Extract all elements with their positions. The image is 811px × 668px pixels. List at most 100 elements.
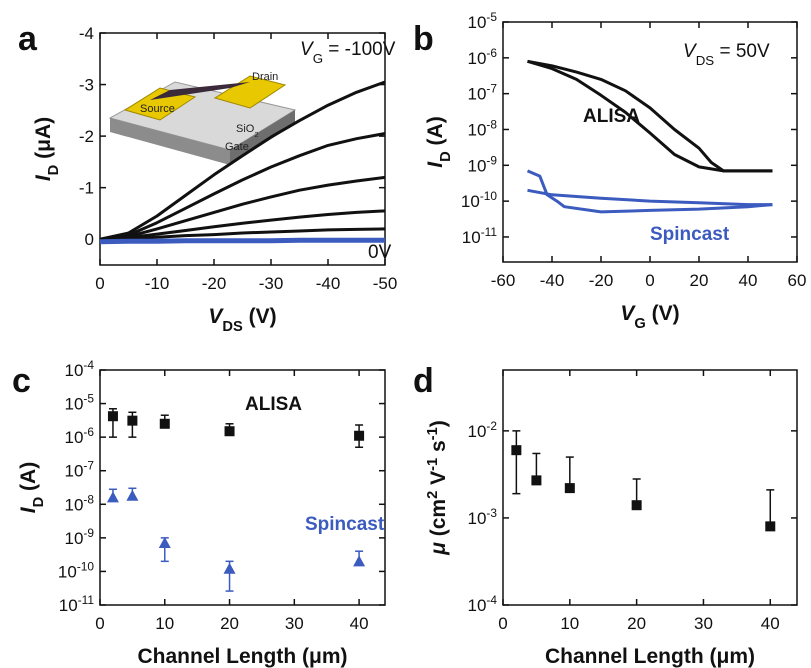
x-axis-label: Channel Length (μm) [138,645,348,668]
text-part: Channel Length (μm) [545,645,755,668]
x-axis-label: Channel Length (μm) [545,645,755,668]
marker [106,491,119,503]
inset-label: Source [140,103,175,115]
marker [158,537,171,549]
x-tick-label: 20 [220,614,239,633]
inset-label: SiO2 [236,123,259,139]
y-axis-label: μ (cm2 V-1 s-1) [425,420,450,556]
data-line [526,169,773,214]
text-part: (A) [17,462,40,497]
x-tick-label: -40 [316,274,341,293]
y-tick-label: 10-4 [468,593,498,615]
x-tick-label: 40 [761,614,780,633]
marker [224,426,235,437]
y-tick-label: 10-10 [461,189,497,211]
x-tick-label: 30 [694,614,713,633]
marker [765,521,776,532]
annotation: ALISA [245,394,302,415]
inset-gate-end [230,110,295,165]
text-part: (A) [424,116,447,151]
x-tick-label: 40 [350,614,369,633]
x-tick-label: 0 [95,274,104,293]
text-part: I [32,174,55,181]
y-tick-label: 0 [85,230,94,249]
text-part: D [438,151,454,162]
data-line [527,59,773,173]
text-part: V [300,39,315,60]
marker [159,418,170,429]
annotation: VDS = 50V [683,41,770,68]
marker [107,411,118,422]
y-tick-label: 10-11 [462,225,498,247]
x-tick-label: 0 [498,614,507,633]
marker [353,555,366,567]
inset-device [108,75,297,165]
text-part: Channel Length (μm) [138,645,348,668]
text-part: s [427,440,450,458]
text-part: SiO [236,123,255,135]
x-tick-label: 10 [155,614,174,633]
text-part: -1 [425,427,441,440]
x-tick-label: -60 [491,271,516,290]
panel-label: a [18,20,38,58]
annotation: Spincast [650,224,730,245]
text-part: V [683,41,698,62]
y-tick-label: -2 [79,127,94,146]
panel-label: d [413,362,434,400]
text-part: (V) [646,302,680,325]
marker [126,489,139,501]
text-part: (cm [427,499,450,542]
x-tick-label: 60 [788,271,807,290]
y-axis-label: ID (A) [424,116,454,167]
text-part: DS [222,319,243,335]
text-part: I [17,506,40,513]
text-part: G [313,51,323,66]
x-tick-label: 10 [560,614,579,633]
y-tick-label: 10-5 [65,392,95,414]
y-tick-label: 10-10 [58,559,94,581]
marker [354,430,365,441]
x-tick-label: 40 [739,271,758,290]
plot-frame [99,369,386,606]
text-part: 2 [425,491,441,499]
inset-channel [150,82,250,100]
annotation: Spincast [305,514,385,535]
text-part: μ [427,542,450,556]
annotation: 0V [368,242,392,263]
plot-frame [502,369,798,606]
text-part: V [427,471,450,491]
data-line [99,132,386,241]
marker [127,415,138,426]
text-part: DS [696,53,715,68]
text-part: (V) [243,305,277,328]
y-tick-label: 10-4 [65,358,95,380]
data-line [99,209,386,241]
marker [531,475,542,486]
inset-gate-side [110,118,230,165]
data-line [99,227,386,241]
y-tick-label: 10-5 [468,10,498,32]
x-tick-label: -50 [373,274,398,293]
text-part: I [424,161,447,168]
x-tick-label: -30 [259,274,284,293]
y-axis-label: ID (μA) [32,117,62,181]
text-part: V [208,305,224,328]
marker [511,445,522,456]
y-tick-label: 10-6 [65,425,95,447]
x-axis-label: VG (V) [620,302,679,332]
marker [631,500,642,511]
text-part: = 50V [714,41,770,62]
x-tick-label: -20 [202,274,227,293]
text-part: -1 [425,458,441,471]
x-tick-label: 20 [627,614,646,633]
data-line [99,237,385,245]
y-tick-label: 10-8 [65,492,95,514]
marker [223,562,236,574]
inset-label: Gate [225,141,249,153]
data-line [527,59,773,173]
x-tick-label: -20 [589,271,614,290]
data-line [527,188,773,207]
text-part: D [31,497,47,508]
y-tick-label: 10-7 [468,82,498,104]
x-tick-label: 0 [95,614,104,633]
